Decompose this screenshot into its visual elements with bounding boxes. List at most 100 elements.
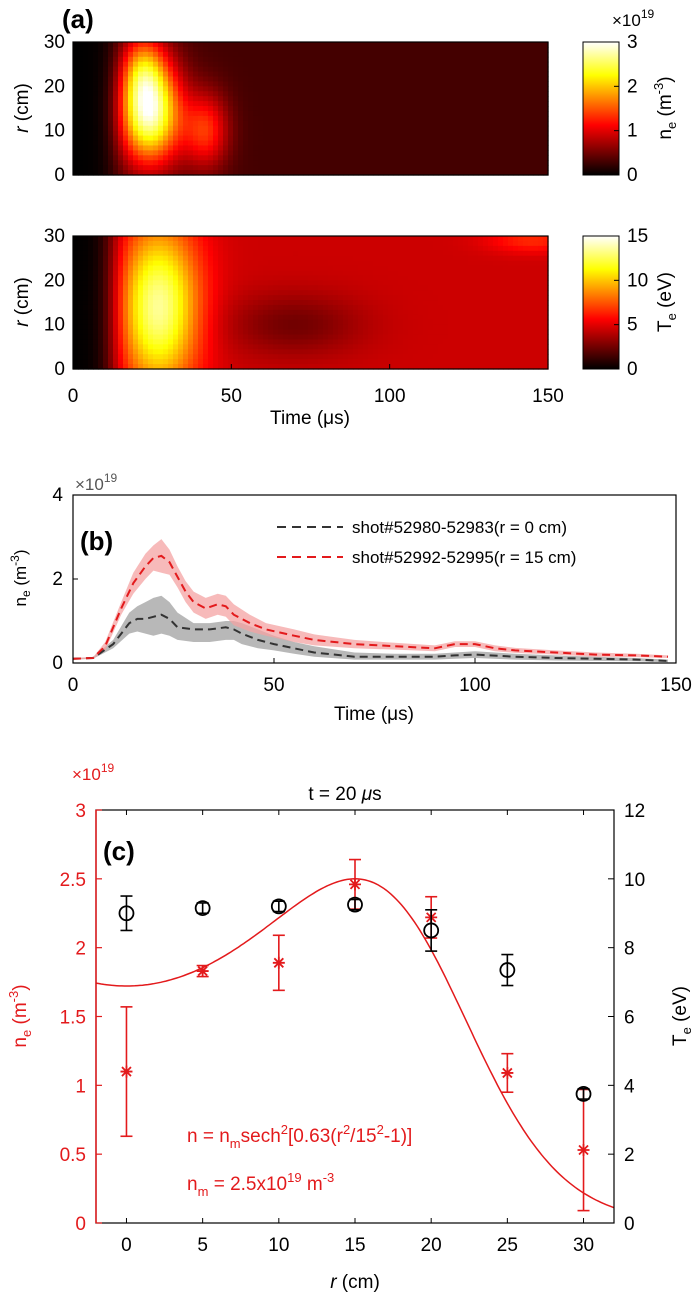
- heatmap-cell: [223, 236, 229, 242]
- heatmap-cell: [268, 339, 274, 345]
- heatmap-cell: [143, 309, 149, 316]
- heatmap-cell: [538, 170, 544, 176]
- heatmap-cell: [83, 165, 89, 171]
- heatmap-cell: [428, 354, 434, 360]
- heatmap-cell: [443, 170, 449, 176]
- heatmap-cell: [218, 71, 224, 78]
- heatmap-cell: [88, 145, 94, 151]
- heatmap-cell: [153, 300, 159, 306]
- heatmap-cell: [458, 290, 464, 296]
- heatmap-cell: [73, 135, 79, 142]
- heatmap-cell: [293, 140, 299, 147]
- heatmap-cell: [333, 101, 339, 107]
- heatmap-cell: [258, 140, 264, 147]
- heatmap-cell: [513, 46, 519, 53]
- heatmap-cell: [533, 86, 539, 92]
- heatmap-cell: [188, 260, 194, 267]
- heatmap-cell: [228, 334, 234, 341]
- heatmap-cell: [338, 56, 344, 63]
- heatmap-cell: [78, 245, 84, 252]
- heatmap-cell: [218, 145, 224, 151]
- heatmap-cell: [78, 71, 84, 78]
- heatmap-cell: [198, 324, 204, 331]
- heatmap-cell: [463, 250, 469, 257]
- heatmap-cell: [498, 145, 504, 151]
- heatmap-cell: [78, 300, 84, 306]
- heatmap-cell: [328, 61, 334, 68]
- heatmap-cell: [233, 170, 239, 176]
- heatmap-cell: [493, 270, 499, 277]
- heatmap-cell: [508, 250, 514, 257]
- heatmap-cell: [228, 135, 234, 142]
- heatmap-cell: [183, 56, 189, 63]
- heatmap-cell: [398, 170, 404, 176]
- heatmap-cell: [148, 46, 154, 53]
- heatmap-cell: [293, 155, 299, 161]
- heatmap-cell: [283, 240, 289, 247]
- heatmap-cell: [518, 115, 524, 122]
- heatmap-cell: [348, 236, 354, 242]
- heatmap-cell: [473, 339, 479, 345]
- heatmap-cell: [198, 319, 204, 326]
- heatmap-cell: [328, 155, 334, 161]
- heatmap-cell: [378, 96, 384, 102]
- heatmap-cell: [178, 120, 184, 127]
- heatmap-cell: [448, 71, 454, 78]
- heatmap-cell: [103, 290, 109, 296]
- heatmap-cell: [428, 295, 434, 301]
- heatmap-cell: [448, 115, 454, 122]
- heatmap-cell: [468, 71, 474, 78]
- heatmap-cell: [403, 354, 409, 360]
- heatmap-cell: [243, 61, 249, 68]
- heatmap-cell: [93, 290, 99, 296]
- heatmap-cell: [493, 354, 499, 360]
- heatmap-cell: [318, 280, 324, 286]
- heatmap-cell: [358, 280, 364, 286]
- heatmap-cell: [198, 81, 204, 87]
- heatmap-cell: [338, 245, 344, 252]
- heatmap-cell: [498, 364, 504, 370]
- heatmap-cell: [83, 309, 89, 316]
- heatmap-cell: [263, 61, 269, 68]
- heatmap-cell: [273, 106, 279, 112]
- heatmap-cell: [173, 125, 179, 132]
- heatmap-cell: [203, 344, 209, 350]
- heatmap-cell: [383, 140, 389, 147]
- heatmap-cell: [258, 329, 264, 336]
- heatmap-cell: [403, 91, 409, 97]
- heatmap-cell: [523, 106, 529, 112]
- heatmap-cell: [363, 280, 369, 286]
- heatmap-cell: [518, 135, 524, 142]
- heatmap-cell: [223, 130, 229, 137]
- heatmap-cell: [388, 245, 394, 252]
- heatmap-cell: [273, 236, 279, 242]
- heatmap-cell: [513, 81, 519, 87]
- heatmap-cell: [353, 61, 359, 68]
- heatmap-cell: [133, 324, 139, 331]
- heatmap-cell: [518, 170, 524, 176]
- heatmap-cell: [293, 71, 299, 78]
- heatmap-cell: [438, 120, 444, 127]
- heatmap-cell: [378, 304, 384, 311]
- heatmap-cell: [203, 120, 209, 127]
- heatmap-cell: [203, 125, 209, 132]
- heatmap-cell: [348, 96, 354, 102]
- heatmap-cell: [173, 160, 179, 166]
- heatmap-cell: [113, 51, 119, 58]
- heatmap-cell: [388, 359, 394, 365]
- heatmap-cell: [73, 359, 79, 365]
- heatmap-cell: [453, 96, 459, 102]
- heatmap-cell: [413, 125, 419, 132]
- heatmap-cell: [193, 270, 199, 277]
- heatmap-cell: [338, 110, 344, 117]
- heatmap-cell: [113, 165, 119, 171]
- heatmap-cell: [378, 290, 384, 296]
- heatmap-cell: [158, 275, 164, 281]
- heatmap-cell: [248, 329, 254, 336]
- heatmap-cell: [188, 280, 194, 286]
- heatmap-cell: [363, 236, 369, 242]
- heatmap-cell: [83, 170, 89, 176]
- heatmap-cell: [328, 285, 334, 291]
- heatmap-cell: [108, 110, 114, 117]
- heatmap-cell: [128, 170, 134, 176]
